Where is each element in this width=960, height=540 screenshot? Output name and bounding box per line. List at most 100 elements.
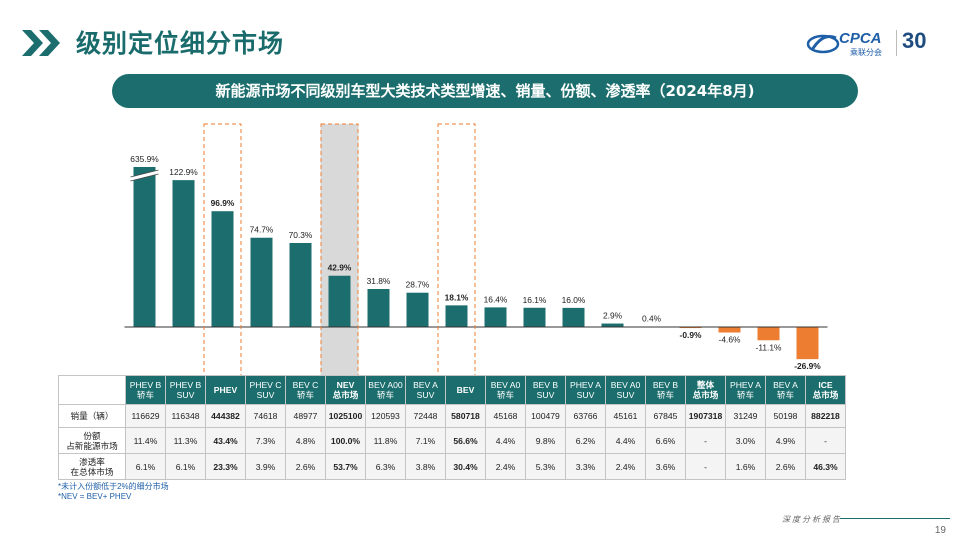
table-cell: 6.2% [565,427,606,454]
bar-value-label: 74.7% [250,225,274,235]
bar-value-label: -26.9% [794,361,821,371]
table-cell: 3.9% [245,453,286,480]
bar-value-label: 16.1% [523,295,547,305]
bar [133,167,156,327]
bar [289,242,312,327]
table-header-cell: BEV A 轿车 [765,375,806,405]
bar [328,275,351,327]
chart-subtitle-banner: 新能源市场不同级别车型大类技术类型增速、销量、份额、渗透率（2024年8月) [112,74,858,108]
table-cell: 53.7% [325,453,366,480]
table-header-cell: BEV B SUV [525,375,566,405]
bar-value-label: 0.4% [642,314,662,324]
table-cell: 56.6% [445,427,486,454]
bar-value-label: -0.9% [680,330,702,340]
table-header-cell: 整体 总市场 [685,375,726,405]
table-cell: 4.9% [765,427,806,454]
table-row: 销量（辆） 116629 116348 444382 74618 48977 1025100… [58,404,846,428]
table-header-cell: BEV A0 SUV [605,375,646,405]
table-cell: 100.0% [325,427,366,454]
table-cell: 116348 [165,404,206,428]
table-cell: 5.3% [525,453,566,480]
bar-value-label: 42.9% [328,263,352,273]
table-cell: 9.8% [525,427,566,454]
logo-divider [896,30,897,56]
table-header-cell: BEV A00 轿车 [365,375,406,405]
table-cell: 48977 [285,404,326,428]
table-cell: 45168 [485,404,526,428]
table-cell: 4.8% [285,427,326,454]
bar [757,327,780,341]
table-cell: - [685,427,726,454]
table-cell: 2.4% [485,453,526,480]
table-header-cell: BEV A SUV [405,375,446,405]
table-header-cell: BEV C 轿车 [285,375,326,405]
segment-data-table: PHEV B 轿车 PHEV B SUV PHEV PHEV C SUV BEV C 轿… [58,375,846,480]
page-number: 19 [934,525,946,536]
table-header-row: PHEV B 轿车 PHEV B SUV PHEV PHEV C SUV BEV C 轿… [58,375,846,405]
table-cell: 2.6% [285,453,326,480]
bar-value-label: 28.7% [406,280,430,290]
bar-value-label: 122.9% [169,167,198,177]
table-cell: 1025100 [325,404,366,428]
bar [601,323,624,327]
bar-value-label: 96.9% [211,198,235,208]
table-header-cell: PHEV C SUV [245,375,286,405]
table-cell: 4.4% [485,427,526,454]
cpca-logo: CPCA 乘联分会 30 [806,24,946,64]
table-cell: 50198 [765,404,806,428]
table-cell: 3.6% [645,453,686,480]
table-cell: 43.4% [205,427,246,454]
table-cell: 63766 [565,404,606,428]
table-header-cell: BEV A0 轿车 [485,375,526,405]
table-cell: 120593 [365,404,406,428]
table-cell: 7.3% [245,427,286,454]
table-row-label: 销量（辆） [58,404,126,428]
footnote-share: *未计入份额低于2%的细分市场 [58,482,169,491]
table-cell: - [805,427,846,454]
bar-value-label: 18.1% [445,292,469,302]
table-cell: 1.6% [725,453,766,480]
bar [484,307,507,327]
bar-value-label: 31.8% [367,276,391,286]
bar [718,327,741,333]
table-cell: 1907318 [685,404,726,428]
table-cell: 100479 [525,404,566,428]
table-cell: 6.1% [165,453,206,480]
table-cell: 46.3% [805,453,846,480]
footer-divider [840,518,950,519]
table-row: 份额 占新能源市场 11.4% 11.3% 43.4% 7.3% 4.8% 100.0% 11… [58,427,846,454]
footnote-nev-definition: *NEV = BEV+ PHEV [58,492,132,501]
table-cell: 580718 [445,404,486,428]
double-chevron-icon [22,30,60,56]
table-cell: 4.4% [605,427,646,454]
table-cell: 74618 [245,404,286,428]
bar-value-label: -4.6% [719,334,741,344]
bar-value-label: 70.3% [289,230,313,240]
table-cell: 2.6% [765,453,806,480]
table-cell: 11.8% [365,427,406,454]
axis-break-line [130,169,159,178]
bar [445,305,468,327]
logo-swoosh-icon [806,34,840,54]
table-cell: 30.4% [445,453,486,480]
table-row: 渗透率 在总体市场 6.1% 6.1% 23.3% 3.9% 2.6% 53.7% 6.3% 3… [58,453,846,480]
bar-value-label: 635.9% [130,154,159,164]
table-cell: 6.6% [645,427,686,454]
table-header-cell: NEV 总市场 [325,375,366,405]
bar [406,292,429,327]
table-cell: 11.3% [165,427,206,454]
table-row-label: 渗透率 在总体市场 [58,453,126,480]
axis-break-line [130,173,159,182]
table-header-cell: BEV [445,375,486,405]
table-row-label: 份额 占新能源市场 [58,427,126,454]
bar [523,307,546,327]
logo-text: CPCA [839,30,882,47]
logo-30-anniversary: 30 [902,28,927,53]
table-header-cell: PHEV B 轿车 [125,375,166,405]
table-cell: 3.0% [725,427,766,454]
bar [250,237,273,327]
table-cell: 2.4% [605,453,646,480]
page-title: 级别定位细分市场 [76,29,285,58]
table-header-cell: BEV B 轿车 [645,375,686,405]
table-header-cell: PHEV [205,375,246,405]
